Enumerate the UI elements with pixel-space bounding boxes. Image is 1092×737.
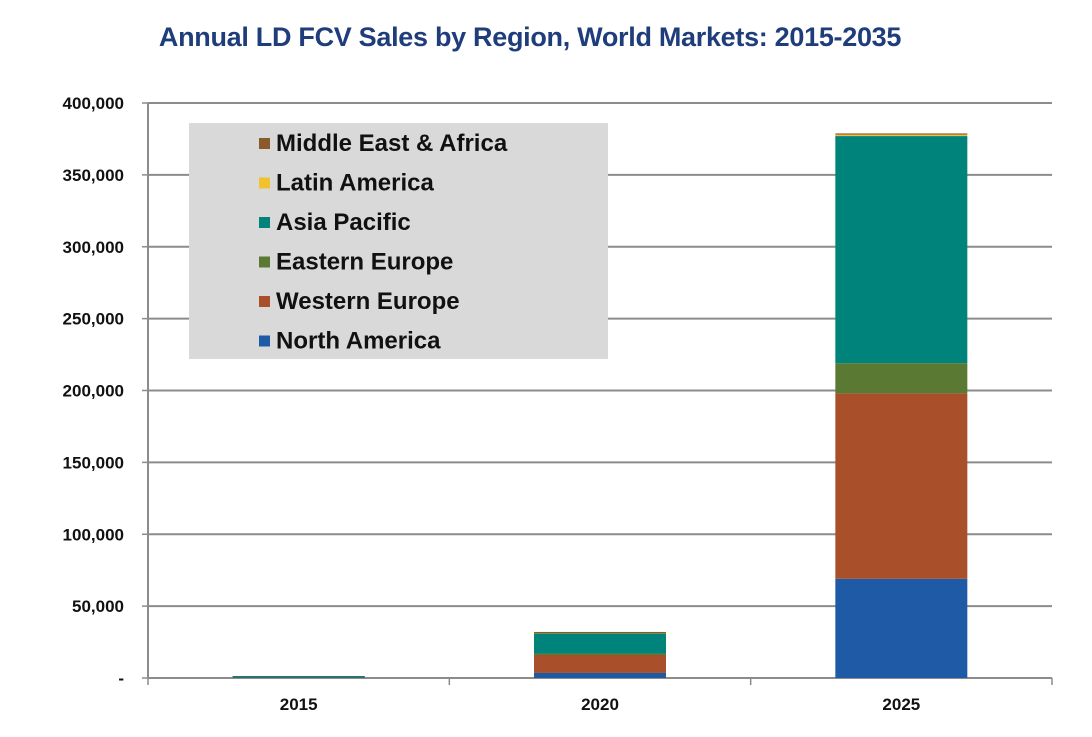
legend: Middle East & Africa Latin America Asia Pa… <box>189 123 608 359</box>
y-tick-label: 350,000 <box>63 166 124 185</box>
legend-swatch <box>259 256 270 268</box>
bar-segment-eastern-europe-2025 <box>835 363 968 394</box>
legend-swatch <box>259 296 270 307</box>
chart-title: Annual LD FCV Sales by Region, World Mar… <box>158 22 902 52</box>
legend-box <box>189 123 608 359</box>
y-tick-label: 200,000 <box>63 382 124 401</box>
bar-segment-north-america-2025 <box>835 578 968 678</box>
bar-segment-latin-america-2025 <box>835 134 968 137</box>
legend-label: Asia Pacific <box>276 209 411 236</box>
axes: - 50,000 100,000 150,000 200,000 250,000 300,0… <box>63 94 1053 714</box>
x-tick-label: 2020 <box>581 695 619 714</box>
bar-segment-middle-east-africa-2020 <box>534 631 666 634</box>
bar-segment-asia-pacific-2015 <box>232 676 365 678</box>
legend-label: Latin America <box>276 170 434 197</box>
bar-segment-asia-pacific-2025 <box>835 136 968 364</box>
bar-stacks <box>232 133 968 678</box>
legend-swatch <box>259 177 270 189</box>
bar-segment-asia-pacific-2020 <box>534 633 666 654</box>
legend-label: North America <box>276 328 441 355</box>
y-tick-label: - <box>118 669 124 688</box>
bar-segment-north-america-2020 <box>534 672 666 678</box>
y-tick-label: 250,000 <box>63 310 124 329</box>
legend-swatch <box>259 217 270 228</box>
x-tick-label: 2025 <box>882 695 920 714</box>
bar-segment-western-europe-2020 <box>534 655 666 673</box>
legend-swatch <box>259 138 270 149</box>
legend-label: Middle East & Africa <box>276 130 508 157</box>
bar-segment-middle-east-africa-2025 <box>835 133 968 135</box>
y-tick-label: 150,000 <box>63 453 124 472</box>
bar-segment-western-europe-2025 <box>835 393 968 579</box>
legend-label: Eastern Europe <box>276 249 453 276</box>
bar-segment-eastern-europe-2020 <box>534 653 666 655</box>
y-tick-label: 100,000 <box>63 525 124 544</box>
legend-label: Western Europe <box>276 288 460 315</box>
x-tick-label: 2015 <box>280 695 318 714</box>
y-tick-label: 300,000 <box>63 238 124 257</box>
legend-swatch <box>259 335 270 347</box>
y-tick-label: 50,000 <box>72 597 124 616</box>
y-tick-label: 400,000 <box>63 94 124 113</box>
